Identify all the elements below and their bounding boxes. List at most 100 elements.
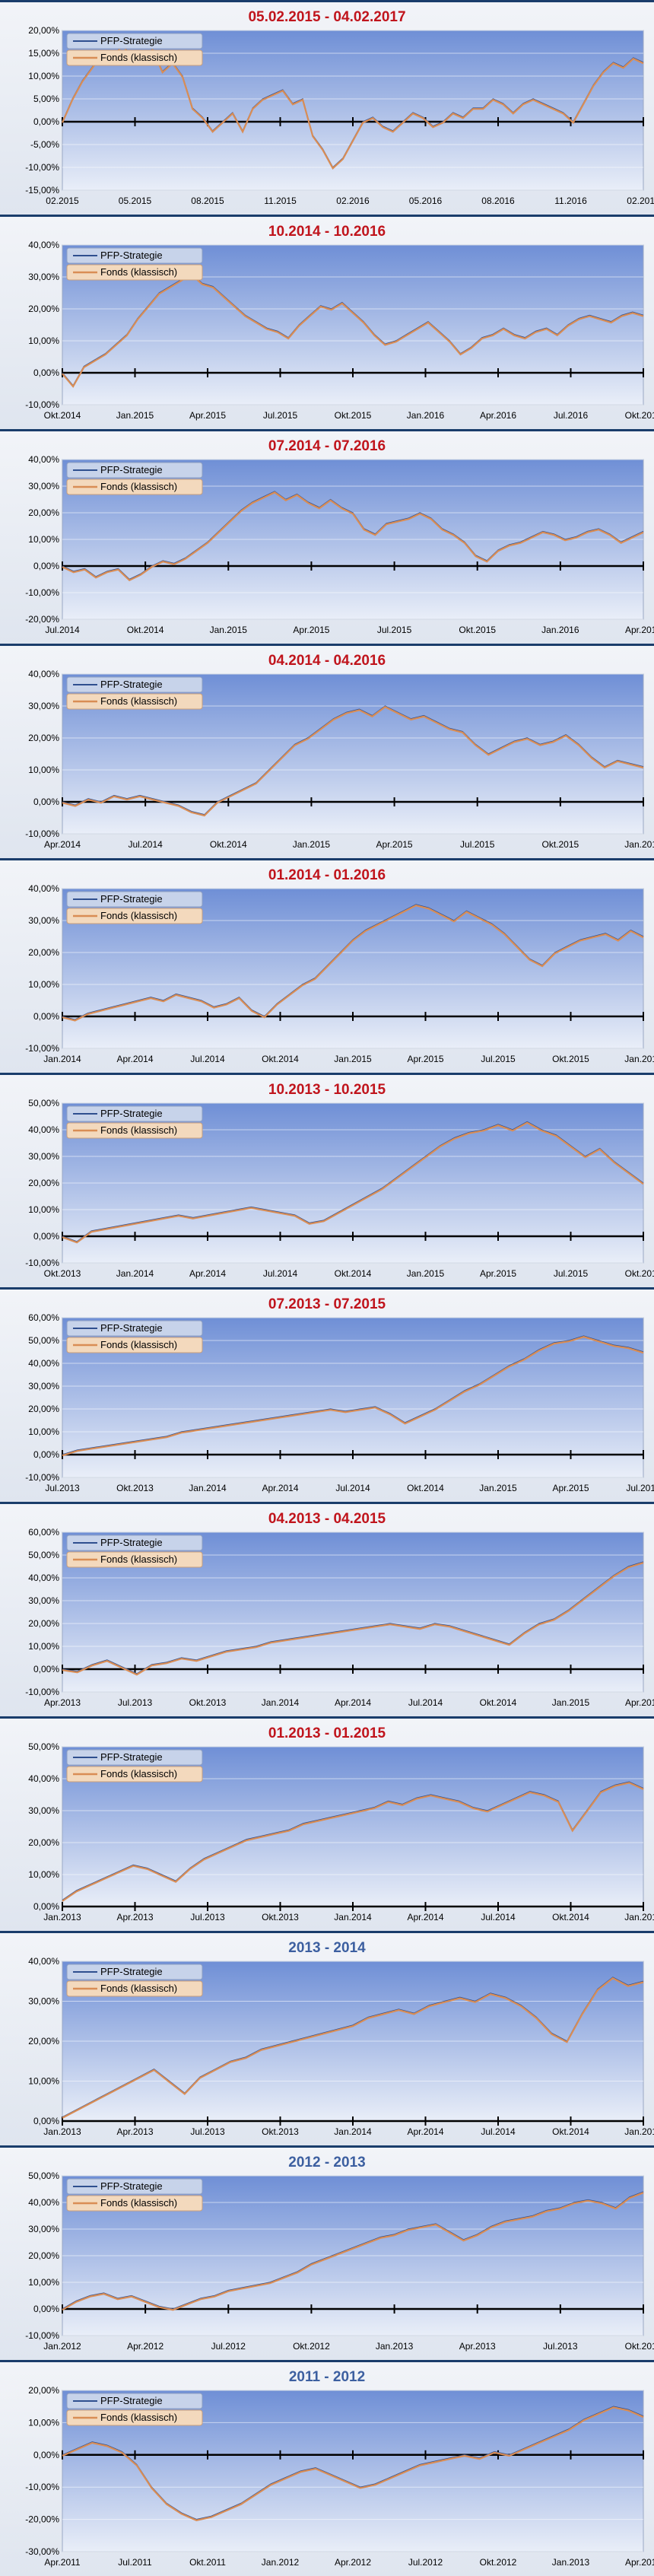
y-tick-label: 10,00%	[28, 2076, 59, 2087]
panel-separator	[0, 858, 654, 860]
x-tick-label: Apr.2015	[480, 1268, 516, 1279]
legend-label-fonds: Fonds (klassisch)	[100, 695, 177, 707]
y-tick-label: -20,00%	[25, 2514, 59, 2525]
x-tick-label: Apr.2012	[127, 2341, 164, 2352]
y-tick-label: 20,00%	[28, 1837, 59, 1848]
x-tick-label: Okt.2016	[625, 410, 654, 421]
y-tick-label: 40,00%	[28, 1773, 59, 1784]
x-tick-label: Jul.2013	[190, 1912, 225, 1922]
legend-label-fonds: Fonds (klassisch)	[100, 910, 177, 921]
y-tick-label: 10,00%	[28, 979, 59, 990]
y-tick-label: 20,00%	[28, 2385, 59, 2396]
x-tick-label: 11.2015	[264, 196, 297, 206]
x-tick-label: Apr.2016	[625, 625, 654, 635]
x-tick-label: Jul.2013	[45, 1483, 80, 1493]
chart-title: 10.2013 - 10.2015	[268, 1082, 386, 1098]
chart-title: 2012 - 2013	[288, 2155, 365, 2171]
y-tick-label: 10,00%	[28, 1204, 59, 1215]
chart-svg-9: 01.2013 - 01.2015 50,00% 40,00% 30,00% 20,00…	[0, 1716, 654, 1931]
chart-panel-5: 01.2014 - 01.2016 40,00% 30,00% 20,00% 10,00…	[0, 858, 654, 1073]
legend-label-pfp: PFP-Strategie	[100, 2180, 163, 2192]
legend-box	[66, 1122, 203, 1139]
y-tick-label: 50,00%	[28, 2171, 59, 2181]
x-tick-label: Apr.2013	[116, 1912, 153, 1922]
y-tick-label: -10,00%	[25, 162, 59, 173]
x-tick-label: Jul.2015	[263, 410, 298, 421]
x-tick-label: 08.2016	[481, 196, 515, 206]
legend-label-pfp: PFP-Strategie	[100, 1322, 163, 1334]
y-tick-label: 20,00%	[28, 507, 59, 518]
x-tick-label: Okt.2013	[116, 1483, 154, 1493]
y-tick-label: -10,00%	[25, 828, 59, 839]
x-tick-label: Apr.2013	[44, 1697, 81, 1708]
legend-label-fonds: Fonds (klassisch)	[100, 2412, 177, 2423]
legend: PFP-Strategie Fonds (klassisch)	[66, 462, 203, 495]
legend-label-pfp: PFP-Strategie	[100, 1966, 163, 1977]
legend-label-pfp: PFP-Strategie	[100, 679, 163, 690]
legend-label-fonds: Fonds (klassisch)	[100, 1124, 177, 1136]
x-tick-label: Jul.2014	[190, 1054, 225, 1064]
y-tick-label: 50,00%	[28, 1098, 59, 1108]
legend: PFP-Strategie Fonds (klassisch)	[66, 33, 203, 66]
y-tick-label: 30,00%	[28, 481, 59, 491]
x-tick-label: Okt.2012	[480, 2557, 517, 2568]
y-tick-label: 30,00%	[28, 272, 59, 282]
series-line-fonds-klassisch	[62, 1977, 644, 2119]
legend-label-fonds: Fonds (klassisch)	[100, 2197, 177, 2209]
x-tick-label: Jul.2013	[190, 2126, 225, 2137]
x-tick-label: Okt.2013	[44, 1268, 81, 1279]
series-line-fonds-klassisch	[62, 1782, 644, 1902]
x-tick-label: Jul.2015	[460, 839, 495, 850]
x-tick-label: Jan.2016	[407, 410, 445, 421]
x-tick-label: Okt.2014	[127, 625, 164, 635]
panel-separator	[0, 1716, 654, 1719]
x-tick-label: Okt.2014	[552, 1912, 589, 1922]
series-line-fonds-klassisch	[62, 905, 644, 1022]
legend-box	[66, 2409, 203, 2426]
x-tick-label: Okt.2015	[459, 625, 496, 635]
legend: PFP-Strategie Fonds (klassisch)	[66, 247, 203, 281]
y-tick-label: -5,00%	[30, 139, 59, 150]
y-tick-label: 40,00%	[28, 883, 59, 894]
x-tick-label: Jan.2016	[624, 839, 654, 850]
legend: PFP-Strategie Fonds (klassisch)	[66, 1534, 203, 1568]
legend: PFP-Strategie Fonds (klassisch)	[66, 1749, 203, 1783]
x-tick-label: Okt.2014	[480, 1697, 517, 1708]
y-tick-label: 0,00%	[33, 2304, 59, 2314]
y-tick-label: 10,00%	[28, 2277, 59, 2288]
x-tick-label: Okt.2014	[552, 2126, 589, 2137]
chart-title: 2011 - 2012	[289, 2369, 365, 2385]
x-tick-label: 02.2016	[336, 196, 370, 206]
chart-panel-10: 2013 - 2014 40,00% 30,00% 20,00% 10,00% 0,00%…	[0, 1931, 654, 2145]
y-tick-label: 40,00%	[28, 2197, 59, 2208]
x-tick-label: Jul.2014	[45, 625, 80, 635]
legend-label-fonds: Fonds (klassisch)	[100, 266, 177, 278]
x-tick-label: 11.2016	[554, 196, 587, 206]
x-tick-label: Jan.2015	[407, 1268, 445, 1279]
legend-box	[66, 1766, 203, 1783]
x-tick-label: Apr.2014	[262, 1483, 298, 1493]
y-tick-label: 50,00%	[28, 1335, 59, 1346]
chart-title: 01.2014 - 01.2016	[268, 867, 386, 883]
x-tick-label: Okt.2011	[189, 2557, 226, 2568]
legend: PFP-Strategie Fonds (klassisch)	[66, 2178, 203, 2212]
x-tick-label: Jan.2014	[262, 1697, 300, 1708]
y-tick-label: -10,00%	[25, 1043, 59, 1054]
y-tick-label: 10,00%	[28, 534, 59, 545]
y-tick-label: 20,00%	[28, 1404, 59, 1414]
x-tick-label: Jan.2014	[334, 2126, 372, 2137]
y-tick-label: 0,00%	[33, 1901, 59, 1912]
x-tick-label: Okt.2013	[262, 1912, 299, 1922]
x-tick-label: Okt.2015	[625, 1268, 654, 1279]
x-tick-label: Jan.2015	[210, 625, 248, 635]
x-tick-label: Jul.2012	[408, 2557, 443, 2568]
series-line-fonds-klassisch	[62, 1336, 644, 1457]
legend-box	[66, 1551, 203, 1568]
chart-panel-12: 2011 - 2012 20,00% 10,00% 0,00% -10,00% -20,0…	[0, 2360, 654, 2576]
x-tick-label: Apr.2014	[44, 839, 81, 850]
y-tick-label: 20,00%	[28, 25, 59, 36]
chart-panel-2: 10.2014 - 10.2016 40,00% 30,00% 20,00% 10,00…	[0, 215, 654, 429]
chart-svg-8: 04.2013 - 04.2015 60,00% 50,00% 40,00% 30,00…	[0, 1502, 654, 1716]
chart-panel-8: 04.2013 - 04.2015 60,00% 50,00% 40,00% 30,00…	[0, 1502, 654, 1716]
legend: PFP-Strategie Fonds (klassisch)	[66, 1964, 203, 1997]
